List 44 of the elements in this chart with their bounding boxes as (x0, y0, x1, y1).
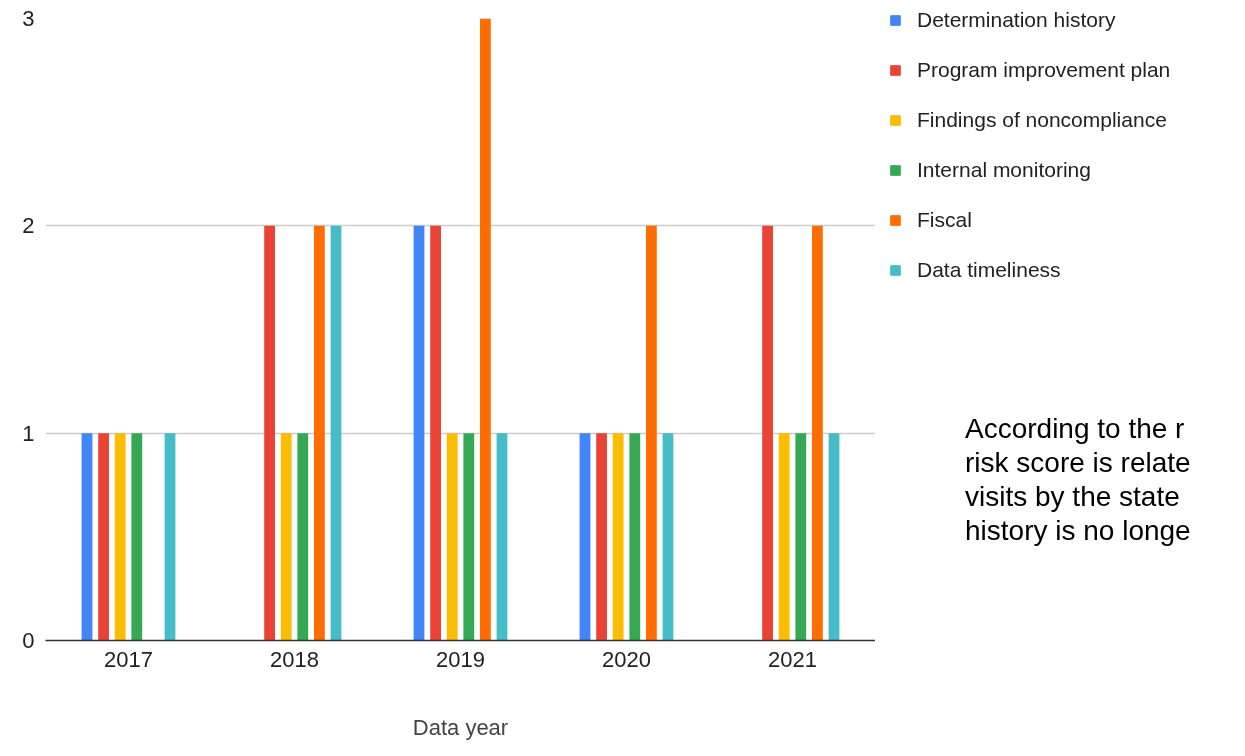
legend-label: Data timeliness (917, 258, 1061, 282)
legend-label: Internal monitoring (917, 158, 1091, 182)
bar (164, 433, 176, 641)
bar (812, 225, 823, 641)
bar (496, 433, 508, 641)
text: According to the r risk score is relate visits by the state history is no longe (965, 412, 1191, 548)
y-tick-label: 2 (22, 213, 35, 239)
x-tick-label: 2019 (436, 646, 485, 672)
bar (463, 433, 475, 641)
bar (612, 433, 624, 641)
bar (264, 225, 275, 641)
bar (413, 225, 425, 641)
bar (480, 18, 491, 641)
y-tick-label: 0 (22, 628, 35, 653)
bar (828, 433, 840, 641)
y-tick-label: 1 (22, 420, 35, 446)
bar (778, 433, 790, 641)
bar (579, 433, 591, 641)
x-tick-label: 2018 (270, 646, 319, 672)
bar (629, 433, 641, 641)
x-axis-title: Data year (412, 714, 509, 740)
bar (297, 433, 309, 641)
legend-label: Findings of noncompliance (917, 108, 1167, 132)
bar (430, 225, 441, 641)
legend-label: Determination history (917, 8, 1116, 32)
bar (762, 225, 773, 641)
y-tick-label: 3 (22, 6, 35, 31)
x-tick-label: 2021 (768, 646, 817, 672)
bar (646, 225, 657, 641)
legend-label: Program improvement plan (917, 58, 1171, 82)
bar (114, 433, 126, 641)
legend-label: Fiscal (917, 208, 972, 232)
bar (662, 433, 674, 641)
bar (81, 433, 93, 641)
x-tick-label: 2017 (104, 646, 153, 672)
bar (330, 225, 342, 641)
bar (98, 433, 109, 641)
x-tick-label: 2020 (602, 646, 651, 672)
bar (596, 433, 607, 641)
bar (314, 225, 325, 641)
bar (280, 433, 292, 641)
bar (446, 433, 458, 641)
bar (131, 433, 143, 641)
bar (795, 433, 807, 641)
